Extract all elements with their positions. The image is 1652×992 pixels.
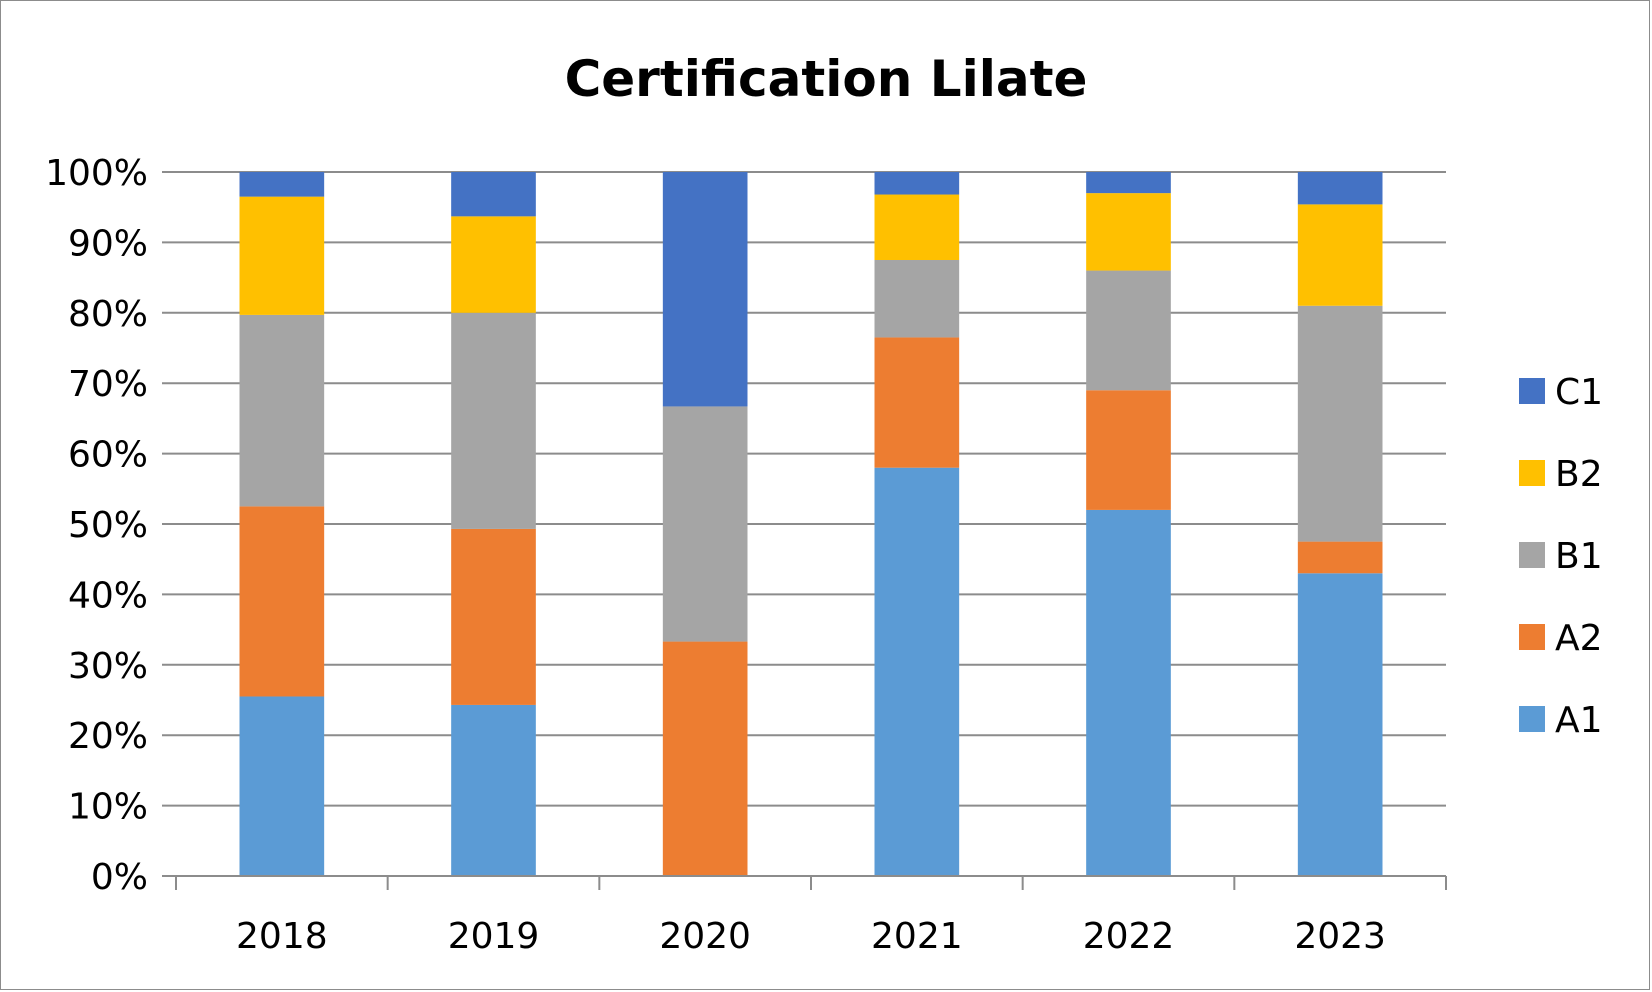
y-tick-label: 50% xyxy=(68,505,148,546)
y-tick-label: 10% xyxy=(68,787,148,828)
bar-segment-a2-2018 xyxy=(239,506,325,697)
bar-segment-b1-2022 xyxy=(1086,270,1171,391)
bar-segment-a2-2019 xyxy=(451,528,536,705)
bar-segment-a1-2023 xyxy=(1297,573,1383,876)
bar-segment-c1-2021 xyxy=(874,172,960,195)
bar-segment-b1-2020 xyxy=(662,406,748,642)
legend-label-c1: C1 xyxy=(1555,372,1603,413)
legend-swatch-b2 xyxy=(1519,460,1545,486)
bar-segment-c1-2018 xyxy=(239,172,325,197)
bar-segment-b2-2018 xyxy=(239,196,325,315)
bar-segment-a2-2020 xyxy=(662,641,748,876)
bar-segment-c1-2020 xyxy=(662,172,748,407)
legend-swatch-a2 xyxy=(1519,624,1545,650)
bar-segment-b1-2023 xyxy=(1297,305,1383,542)
bar-segment-b1-2018 xyxy=(239,314,325,507)
x-tick-label: 2021 xyxy=(871,916,963,957)
axes: 0% 10% 20% 30% 40% 50% 60% 70% 80% 90% 100% 2018 201… xyxy=(45,153,1447,957)
bar-segment-a2-2023 xyxy=(1297,541,1383,574)
y-tick-label: 80% xyxy=(68,294,148,335)
bar-segment-b1-2021 xyxy=(874,260,960,338)
bar-segment-c1-2022 xyxy=(1086,172,1171,194)
bar-segment-a1-2019 xyxy=(451,704,536,876)
bar-segment-c1-2023 xyxy=(1297,172,1383,205)
legend-label-b1: B1 xyxy=(1555,536,1603,577)
y-tick-label: 100% xyxy=(45,153,148,194)
chart-title: Certification Lilate xyxy=(565,50,1088,108)
bar-segment-b2-2021 xyxy=(874,194,960,260)
legend-swatch-b1 xyxy=(1519,542,1545,568)
legend-label-a1: A1 xyxy=(1555,700,1603,741)
bar-segment-b2-2023 xyxy=(1297,204,1383,306)
y-tick-label: 20% xyxy=(68,716,148,757)
bar-segment-a1-2018 xyxy=(239,696,325,876)
legend: C1 B2 B1 A2 A1 xyxy=(1519,372,1603,741)
x-tick-label: 2019 xyxy=(448,916,540,957)
legend-label-b2: B2 xyxy=(1555,454,1603,495)
legend-label-a2: A2 xyxy=(1555,618,1603,659)
legend-swatch-c1 xyxy=(1519,378,1545,404)
y-tick-label: 30% xyxy=(68,646,148,687)
bars xyxy=(239,172,1383,876)
y-tick-label: 40% xyxy=(68,575,148,616)
y-tick-label: 0% xyxy=(91,857,148,898)
y-tick-label: 70% xyxy=(68,364,148,405)
x-tick-label: 2018 xyxy=(236,916,328,957)
bar-segment-a2-2021 xyxy=(874,337,960,468)
bar-segment-a1-2022 xyxy=(1086,509,1171,876)
legend-swatch-a1 xyxy=(1519,706,1545,732)
bar-segment-b1-2019 xyxy=(451,312,536,529)
y-tick-label: 60% xyxy=(68,435,148,476)
bar-segment-a2-2022 xyxy=(1086,390,1171,510)
x-tick-label: 2023 xyxy=(1294,916,1386,957)
x-tick-label: 2022 xyxy=(1083,916,1175,957)
x-tick-label: 2020 xyxy=(659,916,751,957)
y-tick-label: 90% xyxy=(68,223,148,264)
bar-segment-b2-2022 xyxy=(1086,193,1171,271)
bar-segment-b2-2019 xyxy=(451,216,536,313)
bar-segment-c1-2019 xyxy=(451,172,536,217)
bar-segment-a1-2021 xyxy=(874,467,960,876)
gridlines xyxy=(162,171,1446,807)
